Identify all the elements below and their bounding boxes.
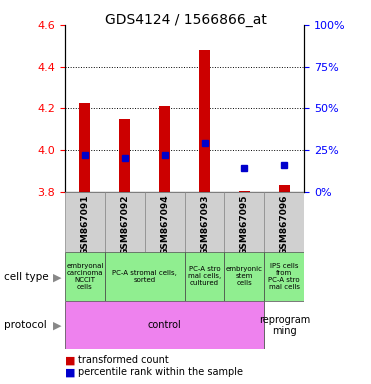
Text: ▶: ▶: [53, 320, 62, 330]
Bar: [264, 301, 304, 349]
Text: GSM867095: GSM867095: [240, 194, 249, 255]
Bar: [239, 191, 250, 192]
Text: GSM867091: GSM867091: [81, 194, 89, 255]
Text: ■: ■: [65, 367, 75, 377]
Bar: [264, 192, 304, 252]
Text: PC-A stro
mal cells,
cultured: PC-A stro mal cells, cultured: [188, 266, 221, 286]
Text: PC-A stromal cells,
sorted: PC-A stromal cells, sorted: [112, 270, 177, 283]
Text: percentile rank within the sample: percentile rank within the sample: [78, 367, 243, 377]
Bar: [185, 192, 224, 252]
Bar: [264, 252, 304, 301]
Text: GSM867094: GSM867094: [160, 194, 169, 255]
Text: IPS cells
from
PC-A stro
mal cells: IPS cells from PC-A stro mal cells: [269, 263, 300, 290]
Bar: [145, 192, 185, 252]
Bar: [65, 192, 105, 252]
Text: transformed count: transformed count: [78, 355, 169, 365]
Bar: [199, 50, 210, 192]
Bar: [105, 192, 145, 252]
Text: ■: ■: [65, 355, 75, 365]
Bar: [279, 185, 290, 192]
Bar: [65, 252, 105, 301]
Bar: [185, 252, 224, 301]
Bar: [224, 252, 264, 301]
Text: GSM867092: GSM867092: [120, 194, 129, 255]
Text: embryonic
stem
cells: embryonic stem cells: [226, 266, 263, 286]
Text: cell type: cell type: [4, 272, 48, 282]
Text: GDS4124 / 1566866_at: GDS4124 / 1566866_at: [105, 13, 266, 27]
Bar: [159, 106, 170, 192]
Text: control: control: [148, 320, 181, 331]
Text: protocol: protocol: [4, 320, 46, 330]
Bar: [119, 119, 130, 192]
Text: GSM867096: GSM867096: [280, 194, 289, 255]
Bar: [224, 192, 264, 252]
Text: embryonal
carcinoma
NCCIT
cells: embryonal carcinoma NCCIT cells: [66, 263, 104, 290]
Bar: [105, 252, 185, 301]
Text: GSM867093: GSM867093: [200, 194, 209, 255]
Text: reprogram
ming: reprogram ming: [259, 314, 310, 336]
Bar: [79, 103, 91, 192]
Bar: [65, 301, 264, 349]
Text: ▶: ▶: [53, 272, 62, 282]
